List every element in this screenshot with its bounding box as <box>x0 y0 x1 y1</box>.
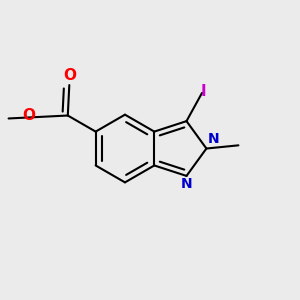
Text: N: N <box>208 132 220 146</box>
Text: O: O <box>22 108 35 123</box>
Text: O: O <box>63 68 76 83</box>
Text: N: N <box>181 177 192 191</box>
Text: I: I <box>201 84 206 99</box>
